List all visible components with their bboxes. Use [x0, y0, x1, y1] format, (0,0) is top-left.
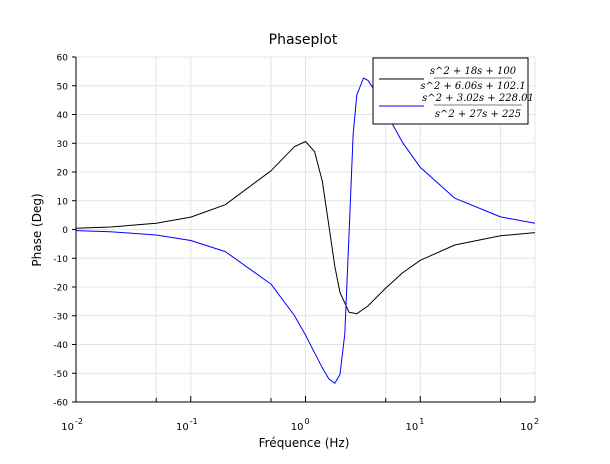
legend-numerator-2: s^2 + 3.02s + 228.01: [422, 93, 534, 104]
y-tick-label: 60: [57, 54, 69, 64]
x-tick-label: 10: [520, 422, 533, 433]
x-tick-exponent: -2: [75, 417, 83, 426]
axes: -60-50-40-30-20-10010203040506010-210-11…: [53, 54, 539, 434]
x-axis-label: Fréquence (Hz): [259, 436, 350, 450]
x-tick-exponent: 1: [419, 417, 424, 426]
y-tick-label: -50: [53, 370, 68, 380]
legend-denominator-2: s^2 + 27s + 225: [435, 109, 521, 120]
y-tick-label: -60: [53, 399, 68, 409]
legend-box: [372, 57, 529, 125]
y-tick-label: 20: [57, 169, 69, 179]
y-tick-label: 40: [57, 111, 69, 121]
legend-numerator-1: s^2 + 18s + 100: [430, 66, 517, 77]
y-tick-label: -30: [53, 312, 68, 322]
y-tick-label: -40: [53, 341, 68, 351]
x-tick-label: 10: [406, 422, 419, 433]
y-tick-label: 50: [57, 82, 69, 92]
y-tick-label: 30: [57, 140, 69, 150]
series-line-1: [75, 141, 536, 315]
legend: s^2 + 18s + 100 s^2 + 6.06s + 102.1 s^2 …: [372, 57, 534, 125]
x-tick-exponent: 0: [305, 417, 310, 426]
y-tick-label: 10: [57, 197, 69, 207]
x-tick-exponent: 2: [534, 417, 539, 426]
series-lines: [75, 77, 536, 384]
x-tick-label: 10: [291, 422, 304, 433]
y-tick-label: -20: [53, 284, 68, 294]
y-tick-label: 0: [62, 226, 68, 236]
x-tick-label: 10: [176, 422, 189, 433]
legend-denominator-1: s^2 + 6.06s + 102.1: [420, 81, 525, 92]
chart-title: Phaseplot: [269, 32, 338, 48]
x-tick-exponent: -1: [190, 417, 198, 426]
y-axis-label: Phase (Deg): [30, 193, 44, 266]
x-tick-label: 10: [61, 422, 74, 433]
series-line-2: [75, 77, 536, 384]
y-tick-label: -10: [53, 255, 68, 265]
